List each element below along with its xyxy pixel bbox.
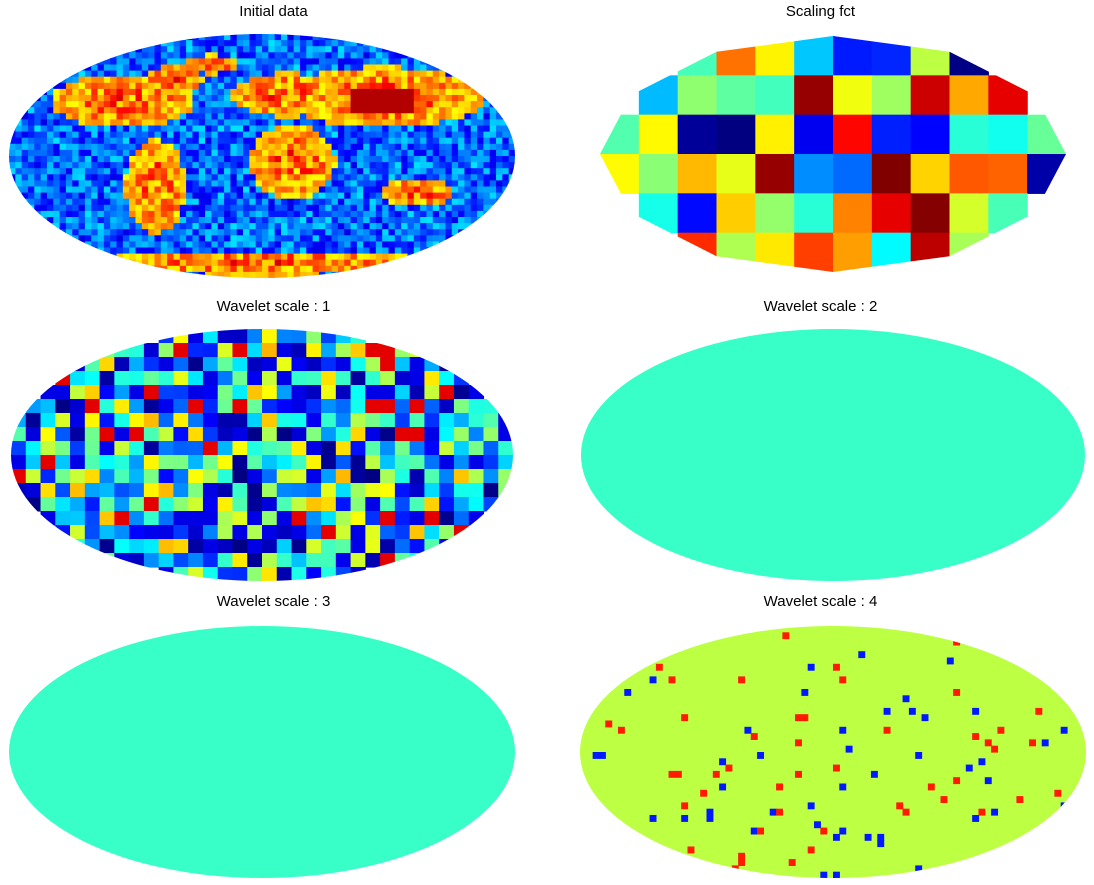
mollweide-map	[600, 36, 1066, 272]
panel-title: Wavelet scale : 1	[216, 298, 331, 315]
panel-4: Wavelet scale : 2	[547, 295, 1094, 590]
map-cells	[9, 626, 515, 878]
map-cells	[9, 34, 515, 278]
panel-5: Wavelet scale : 3	[0, 590, 547, 885]
mollweide-map	[9, 626, 515, 878]
mollweide-map	[9, 34, 515, 278]
map-cells	[581, 329, 1085, 581]
panel-title: Wavelet scale : 2	[763, 298, 878, 315]
map-cells	[580, 626, 1086, 878]
panel-title: Scaling fct	[785, 3, 856, 20]
map-cells	[11, 329, 513, 581]
mollweide-map	[581, 329, 1085, 581]
panel-1: Initial data	[0, 0, 547, 295]
panel-3: Wavelet scale : 1	[0, 295, 547, 590]
panel-title: Wavelet scale : 4	[763, 593, 878, 610]
panel-title: Initial data	[239, 3, 308, 20]
mollweide-map	[580, 626, 1086, 878]
panel-6: Wavelet scale : 4	[547, 590, 1094, 885]
panel-2: Scaling fct	[547, 0, 1094, 295]
panel-title: Wavelet scale : 3	[216, 593, 331, 610]
mollweide-map	[11, 329, 513, 581]
map-cells	[600, 36, 1066, 272]
